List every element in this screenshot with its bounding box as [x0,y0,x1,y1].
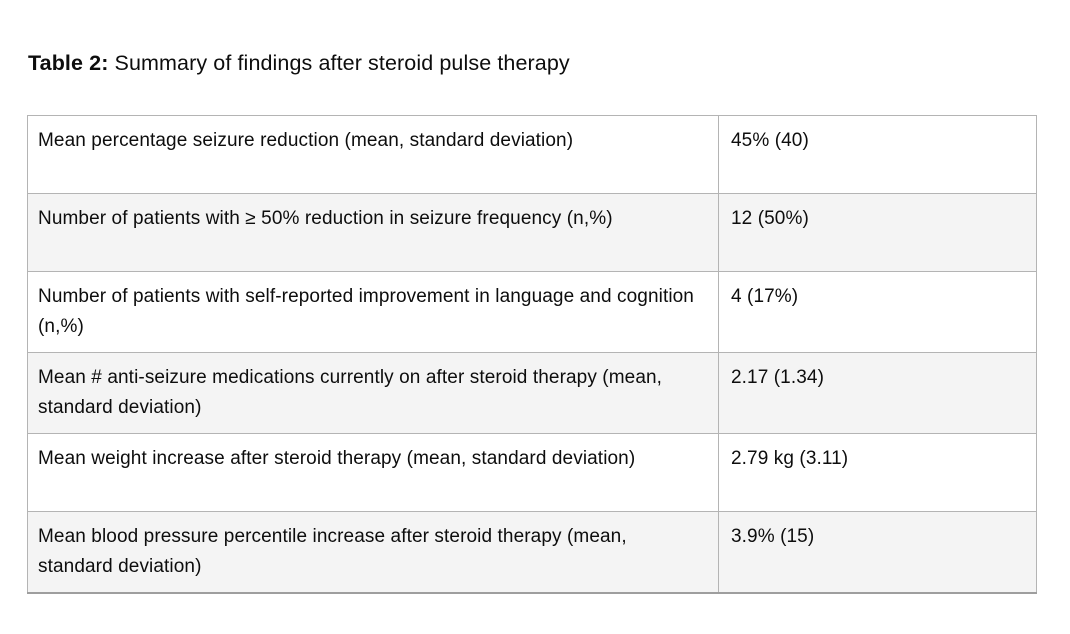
value-cell: 45% (40) [718,115,1037,194]
summary-table-body: Mean percentage seizure reduction (mean,… [27,115,1037,594]
table-title: Table 2: Summary of findings after stero… [28,51,570,76]
table-row: Number of patients with self-reported im… [27,271,1037,353]
value-cell: 3.9% (15) [718,511,1037,594]
value-cell: 12 (50%) [718,193,1037,272]
table-row: Mean weight increase after steroid thera… [27,433,1037,512]
measure-cell: Mean # anti-seizure medications currentl… [27,352,719,434]
value-cell: 4 (17%) [718,271,1037,353]
measure-cell: Mean blood pressure percentile increase … [27,511,719,594]
table-row: Mean percentage seizure reduction (mean,… [27,115,1037,194]
table-row: Number of patients with ≥ 50% reduction … [27,193,1037,272]
summary-table: Mean percentage seizure reduction (mean,… [27,115,1037,594]
measure-cell: Mean percentage seizure reduction (mean,… [27,115,719,194]
measure-cell: Mean weight increase after steroid thera… [27,433,719,512]
measure-cell: Number of patients with ≥ 50% reduction … [27,193,719,272]
table-title-text: Summary of findings after steroid pulse … [108,51,570,75]
table-row: Mean blood pressure percentile increase … [27,511,1037,594]
measure-cell: Number of patients with self-reported im… [27,271,719,353]
table-title-number: Table 2: [28,51,109,75]
value-cell: 2.17 (1.34) [718,352,1037,434]
table-row: Mean # anti-seizure medications currentl… [27,352,1037,434]
value-cell: 2.79 kg (3.11) [718,433,1037,512]
